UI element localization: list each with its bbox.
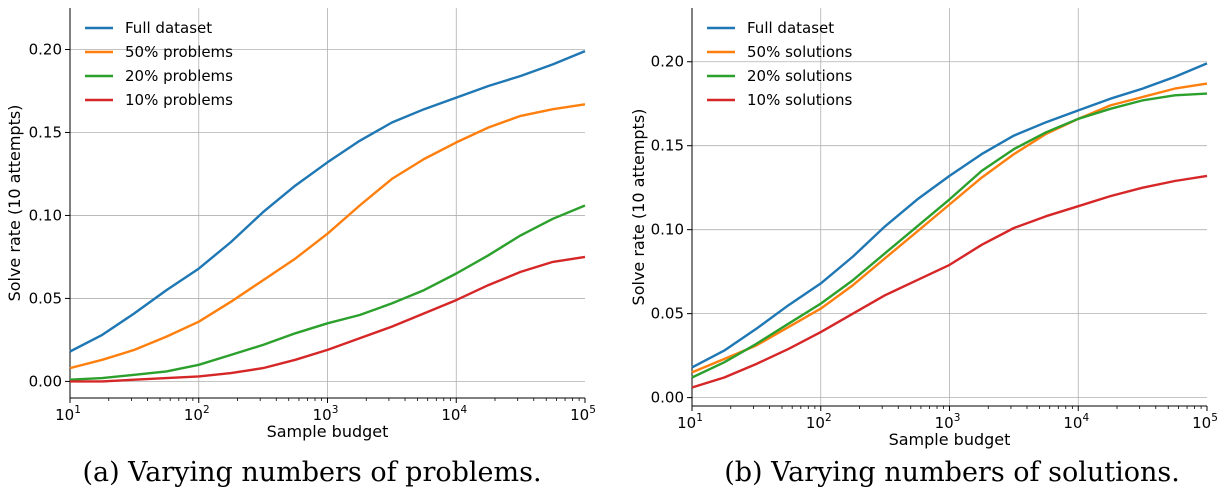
series-line-1 xyxy=(691,62,1208,369)
x-tick-label: 105 xyxy=(1192,412,1218,432)
y-tick-label: 0.10 xyxy=(29,206,62,224)
y-tick-label: 0.20 xyxy=(29,40,62,58)
y-tick-label: 0.10 xyxy=(651,221,684,239)
y-tick-label: 0.05 xyxy=(651,305,684,323)
x-tick-label: 102 xyxy=(806,412,832,432)
y-tick-label: 0.00 xyxy=(29,372,62,390)
series-line-3 xyxy=(69,204,586,381)
y-tick-label: 0.00 xyxy=(651,389,684,407)
series-line-1 xyxy=(69,49,586,353)
caption: (a) Varying numbers of problems. xyxy=(82,457,541,488)
legend-label: 10% problems xyxy=(125,91,233,109)
x-tick-label: 102 xyxy=(184,404,210,424)
y-axis-label: Solve rate (10 attempts) xyxy=(629,109,648,306)
series-line-2 xyxy=(691,82,1208,374)
legend-label: 50% problems xyxy=(125,43,233,61)
series-line-4 xyxy=(691,174,1208,389)
series-line-4 xyxy=(70,255,586,383)
legend-label: 20% problems xyxy=(125,67,233,85)
series-line-3 xyxy=(691,92,1208,379)
x-tick-label: 104 xyxy=(441,404,467,424)
legend-label: 50% solutions xyxy=(747,43,853,61)
y-tick-label: 0.15 xyxy=(651,137,684,155)
y-tick-label: 0.20 xyxy=(651,53,684,71)
legend-label: Full dataset xyxy=(747,19,834,37)
chart-1: 0.00 0.05 0.10 0.15 0.20 101 102 103 104 105 Sampl… xyxy=(5,8,596,488)
x-tick-label: 104 xyxy=(1063,412,1089,432)
x-tick-label: 103 xyxy=(935,412,961,432)
x-tick-label: 105 xyxy=(570,404,596,424)
x-tick-label: 101 xyxy=(677,412,703,432)
y-axis-label: Solve rate (10 attempts) xyxy=(5,105,24,302)
series-line-2 xyxy=(69,103,586,370)
x-axis-label: Sample budget xyxy=(267,422,389,441)
x-tick-label: 101 xyxy=(55,404,81,424)
chart-2: 0.00 0.05 0.10 0.15 0.20 101 102 103 104 105 Sampl… xyxy=(629,8,1218,488)
y-tick-label: 0.15 xyxy=(29,123,62,141)
y-tick-label: 0.05 xyxy=(29,289,62,307)
x-tick-label: 103 xyxy=(313,404,339,424)
legend-label: Full dataset xyxy=(125,19,212,37)
caption: (b) Varying numbers of solutions. xyxy=(724,457,1180,488)
legend-label: 20% solutions xyxy=(747,67,853,85)
x-axis-label: Sample budget xyxy=(889,430,1011,449)
legend-label: 10% solutions xyxy=(747,91,853,109)
